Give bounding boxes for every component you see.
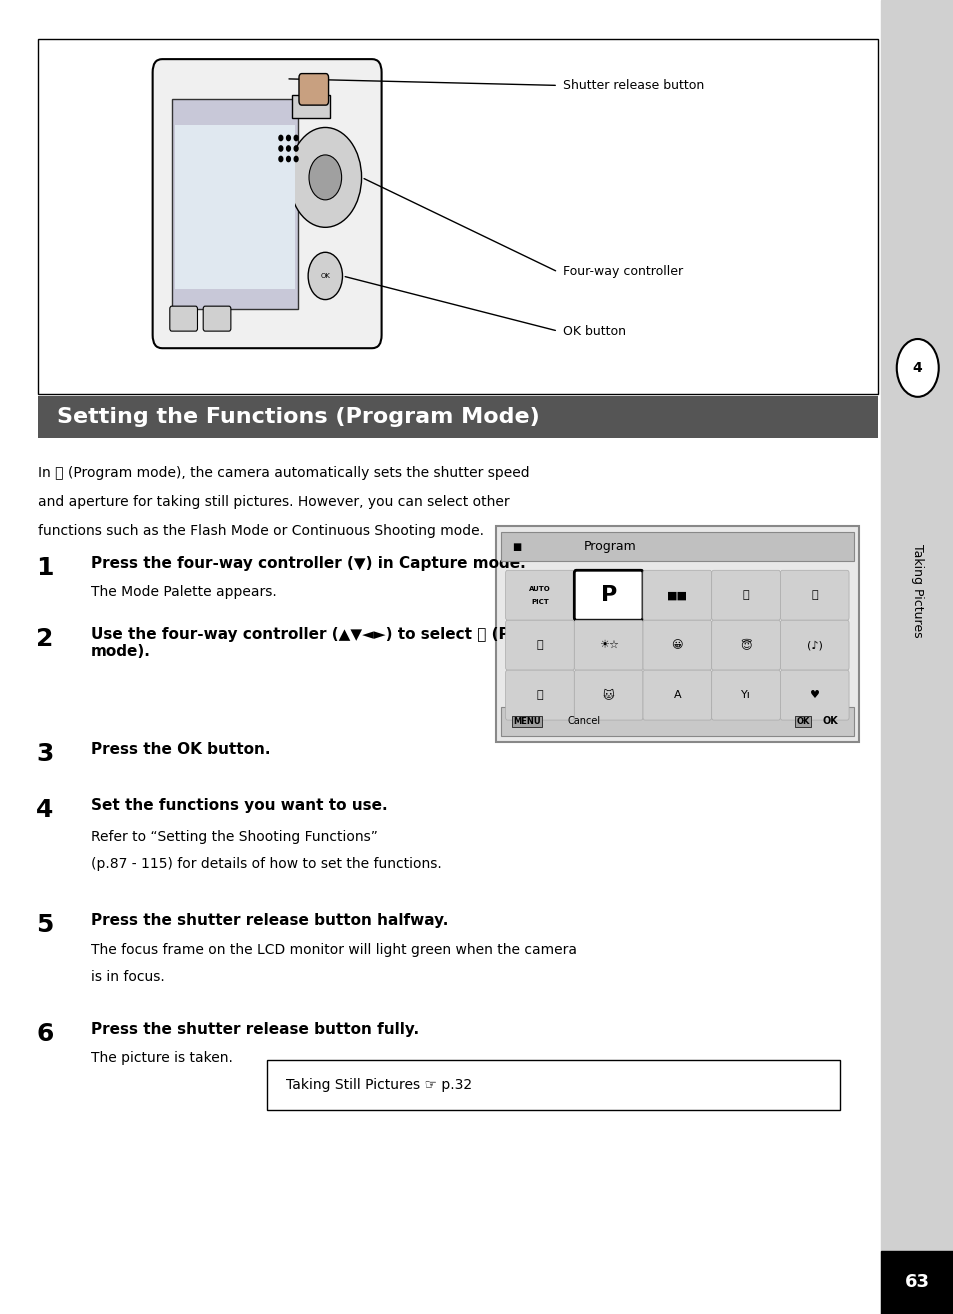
FancyBboxPatch shape bbox=[505, 670, 574, 720]
Circle shape bbox=[294, 146, 297, 151]
Text: Press the four-way controller (▼) in Capture mode.: Press the four-way controller (▼) in Cap… bbox=[91, 556, 525, 570]
FancyBboxPatch shape bbox=[505, 570, 574, 620]
FancyBboxPatch shape bbox=[505, 620, 574, 670]
Text: Refer to “Setting the Shooting Functions”: Refer to “Setting the Shooting Functions… bbox=[91, 830, 377, 845]
Text: 😇: 😇 bbox=[740, 640, 751, 650]
FancyBboxPatch shape bbox=[152, 59, 381, 348]
Text: Use the four-way controller (▲▼◄►) to select Ⓟ (Program
mode).: Use the four-way controller (▲▼◄►) to se… bbox=[91, 627, 571, 660]
Text: OK: OK bbox=[320, 273, 330, 279]
Text: 🐱: 🐱 bbox=[602, 690, 614, 700]
Circle shape bbox=[308, 252, 342, 300]
Circle shape bbox=[278, 135, 282, 141]
Text: P: P bbox=[599, 585, 617, 606]
Bar bbox=[496, 526, 858, 742]
Bar bbox=[38, 39, 877, 394]
Text: 4: 4 bbox=[912, 361, 922, 374]
Bar bbox=[881, 1251, 953, 1314]
Text: (♪): (♪) bbox=[806, 640, 821, 650]
Circle shape bbox=[278, 146, 282, 151]
Text: In Ⓟ (Program mode), the camera automatically sets the shutter speed: In Ⓟ (Program mode), the camera automati… bbox=[38, 466, 529, 481]
Text: Press the shutter release button halfway.: Press the shutter release button halfway… bbox=[91, 913, 448, 928]
Text: Four-way controller: Four-way controller bbox=[562, 265, 682, 279]
Circle shape bbox=[309, 155, 341, 200]
Bar bbox=[500, 532, 853, 561]
Text: Shutter release button: Shutter release button bbox=[562, 79, 703, 92]
Text: 6: 6 bbox=[36, 1022, 53, 1046]
FancyBboxPatch shape bbox=[574, 570, 642, 620]
Bar bbox=[267, 1060, 839, 1110]
FancyBboxPatch shape bbox=[574, 620, 642, 670]
Circle shape bbox=[289, 127, 361, 227]
Text: Program: Program bbox=[583, 540, 637, 553]
Text: 👤: 👤 bbox=[742, 590, 748, 600]
Circle shape bbox=[286, 146, 290, 151]
Bar bbox=[881, 0, 953, 1314]
FancyBboxPatch shape bbox=[642, 570, 711, 620]
Text: The Mode Palette appears.: The Mode Palette appears. bbox=[91, 585, 276, 599]
Text: 😀: 😀 bbox=[671, 640, 682, 650]
Text: 5: 5 bbox=[36, 913, 53, 937]
Text: AUTO: AUTO bbox=[529, 586, 550, 591]
FancyBboxPatch shape bbox=[711, 670, 780, 720]
FancyBboxPatch shape bbox=[170, 306, 197, 331]
FancyBboxPatch shape bbox=[203, 306, 231, 331]
FancyBboxPatch shape bbox=[780, 620, 848, 670]
Text: Taking Pictures: Taking Pictures bbox=[910, 544, 923, 639]
Text: Setting the Functions (Program Mode): Setting the Functions (Program Mode) bbox=[57, 406, 539, 427]
Text: Taking Still Pictures ☞ p.32: Taking Still Pictures ☞ p.32 bbox=[286, 1079, 472, 1092]
FancyBboxPatch shape bbox=[711, 570, 780, 620]
Text: 3: 3 bbox=[36, 742, 53, 766]
Text: ■■: ■■ bbox=[666, 590, 687, 600]
Text: 63: 63 bbox=[904, 1273, 929, 1292]
Circle shape bbox=[294, 156, 297, 162]
Circle shape bbox=[286, 135, 290, 141]
FancyBboxPatch shape bbox=[298, 74, 328, 105]
FancyBboxPatch shape bbox=[642, 670, 711, 720]
Text: ■: ■ bbox=[512, 541, 521, 552]
Text: ⛰: ⛰ bbox=[537, 640, 542, 650]
Text: Press the shutter release button fully.: Press the shutter release button fully. bbox=[91, 1022, 418, 1037]
Text: Press the OK button.: Press the OK button. bbox=[91, 742, 270, 757]
Text: MENU: MENU bbox=[513, 717, 540, 725]
FancyBboxPatch shape bbox=[711, 620, 780, 670]
Circle shape bbox=[294, 135, 297, 141]
Text: ♥: ♥ bbox=[809, 690, 819, 700]
FancyBboxPatch shape bbox=[780, 670, 848, 720]
Bar bbox=[292, 95, 330, 118]
Text: The focus frame on the LCD monitor will light green when the camera: The focus frame on the LCD monitor will … bbox=[91, 943, 576, 958]
Circle shape bbox=[896, 339, 938, 397]
Circle shape bbox=[286, 156, 290, 162]
Text: (p.87 - 115) for details of how to set the functions.: (p.87 - 115) for details of how to set t… bbox=[91, 857, 441, 871]
Text: OK button: OK button bbox=[562, 325, 625, 338]
Text: is in focus.: is in focus. bbox=[91, 970, 164, 984]
Bar bbox=[174, 125, 294, 289]
FancyBboxPatch shape bbox=[574, 670, 642, 720]
Text: OK: OK bbox=[796, 717, 809, 725]
Text: and aperture for taking still pictures. However, you can select other: and aperture for taking still pictures. … bbox=[38, 495, 509, 510]
Text: functions such as the Flash Mode or Continuous Shooting mode.: functions such as the Flash Mode or Cont… bbox=[38, 524, 484, 539]
Text: A: A bbox=[673, 690, 680, 700]
FancyBboxPatch shape bbox=[642, 620, 711, 670]
Text: 🎤: 🎤 bbox=[811, 590, 817, 600]
Bar bbox=[172, 99, 297, 309]
Text: Cancel: Cancel bbox=[567, 716, 600, 727]
Bar bbox=[500, 707, 853, 736]
Text: 2: 2 bbox=[36, 627, 53, 650]
Text: 1: 1 bbox=[36, 556, 53, 579]
Text: ☀☆: ☀☆ bbox=[598, 640, 618, 650]
Text: 4: 4 bbox=[36, 798, 53, 821]
Text: 🏃: 🏃 bbox=[537, 690, 542, 700]
Text: OK: OK bbox=[821, 716, 838, 727]
Text: PICT: PICT bbox=[531, 599, 548, 604]
Circle shape bbox=[278, 156, 282, 162]
Text: The picture is taken.: The picture is taken. bbox=[91, 1051, 233, 1066]
Text: Yı: Yı bbox=[740, 690, 750, 700]
FancyBboxPatch shape bbox=[780, 570, 848, 620]
Text: Set the functions you want to use.: Set the functions you want to use. bbox=[91, 798, 387, 812]
Bar bbox=[38, 396, 877, 438]
